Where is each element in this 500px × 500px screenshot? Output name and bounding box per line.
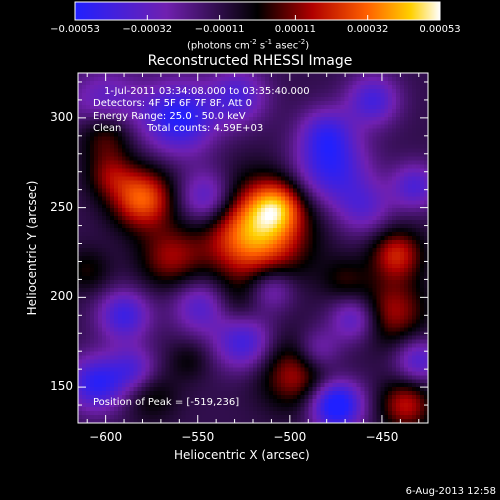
colorbar-tick-label: 0.00011 [274, 24, 317, 35]
y-tick-label: 150 [50, 379, 73, 394]
x-tick-label: −450 [365, 430, 399, 444]
colorbar-tick-label: −0.00053 [50, 24, 100, 35]
clean-annotation: Clean [93, 123, 122, 134]
y-tick-label: 200 [50, 289, 73, 304]
footer-date: 6-Aug-2013 12:58 [405, 486, 496, 497]
energy-annotation: Energy Range: 25.0 - 50.0 keV [93, 111, 246, 122]
y-axis-label: Heliocentric Y (arcsec) [25, 180, 39, 316]
colorbar-tick-label: −0.00032 [122, 24, 173, 35]
colorbar-tick-label: 0.00032 [347, 24, 389, 35]
colorbar-ticks [74, 15, 441, 20]
x-axis-label: Heliocentric X (arcsec) [174, 448, 310, 462]
x-tick-label: −500 [273, 430, 307, 444]
colorbar [74, 1, 441, 21]
heatmap-image [78, 73, 428, 423]
axis-ticks [78, 73, 428, 423]
y-tick-label: 250 [50, 199, 73, 214]
colorbar-tick-label: −0.00011 [194, 24, 245, 35]
x-tick-label: −550 [181, 430, 215, 444]
detectors-annotation: Detectors: 4F 5F 6F 7F 8F, Att 0 [93, 98, 253, 109]
total-counts-annotation: Total counts: 4.59E+03 [147, 123, 264, 134]
y-tick-label: 300 [50, 109, 73, 124]
x-tick-label: −600 [89, 430, 123, 444]
chart-title: Reconstructed RHESSI Image [147, 53, 353, 69]
time-range-annotation: 1-Jul-2011 03:34:08.000 to 03:35:40.000 [104, 86, 310, 97]
colorbar-tick-label: 0.00053 [419, 24, 461, 35]
colorbar-units-label: (photons cm-2 s-1 asec-2) [187, 38, 310, 52]
peak-position-annotation: Position of Peak = [-519,236] [93, 397, 240, 408]
